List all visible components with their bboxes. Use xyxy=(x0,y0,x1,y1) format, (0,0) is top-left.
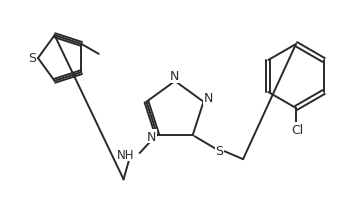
Text: Cl: Cl xyxy=(291,123,303,136)
Text: N: N xyxy=(147,130,156,143)
Text: N: N xyxy=(204,92,213,105)
Text: S: S xyxy=(216,144,224,157)
Text: S: S xyxy=(28,52,36,65)
Text: NH: NH xyxy=(117,148,135,161)
Text: N: N xyxy=(169,70,179,83)
